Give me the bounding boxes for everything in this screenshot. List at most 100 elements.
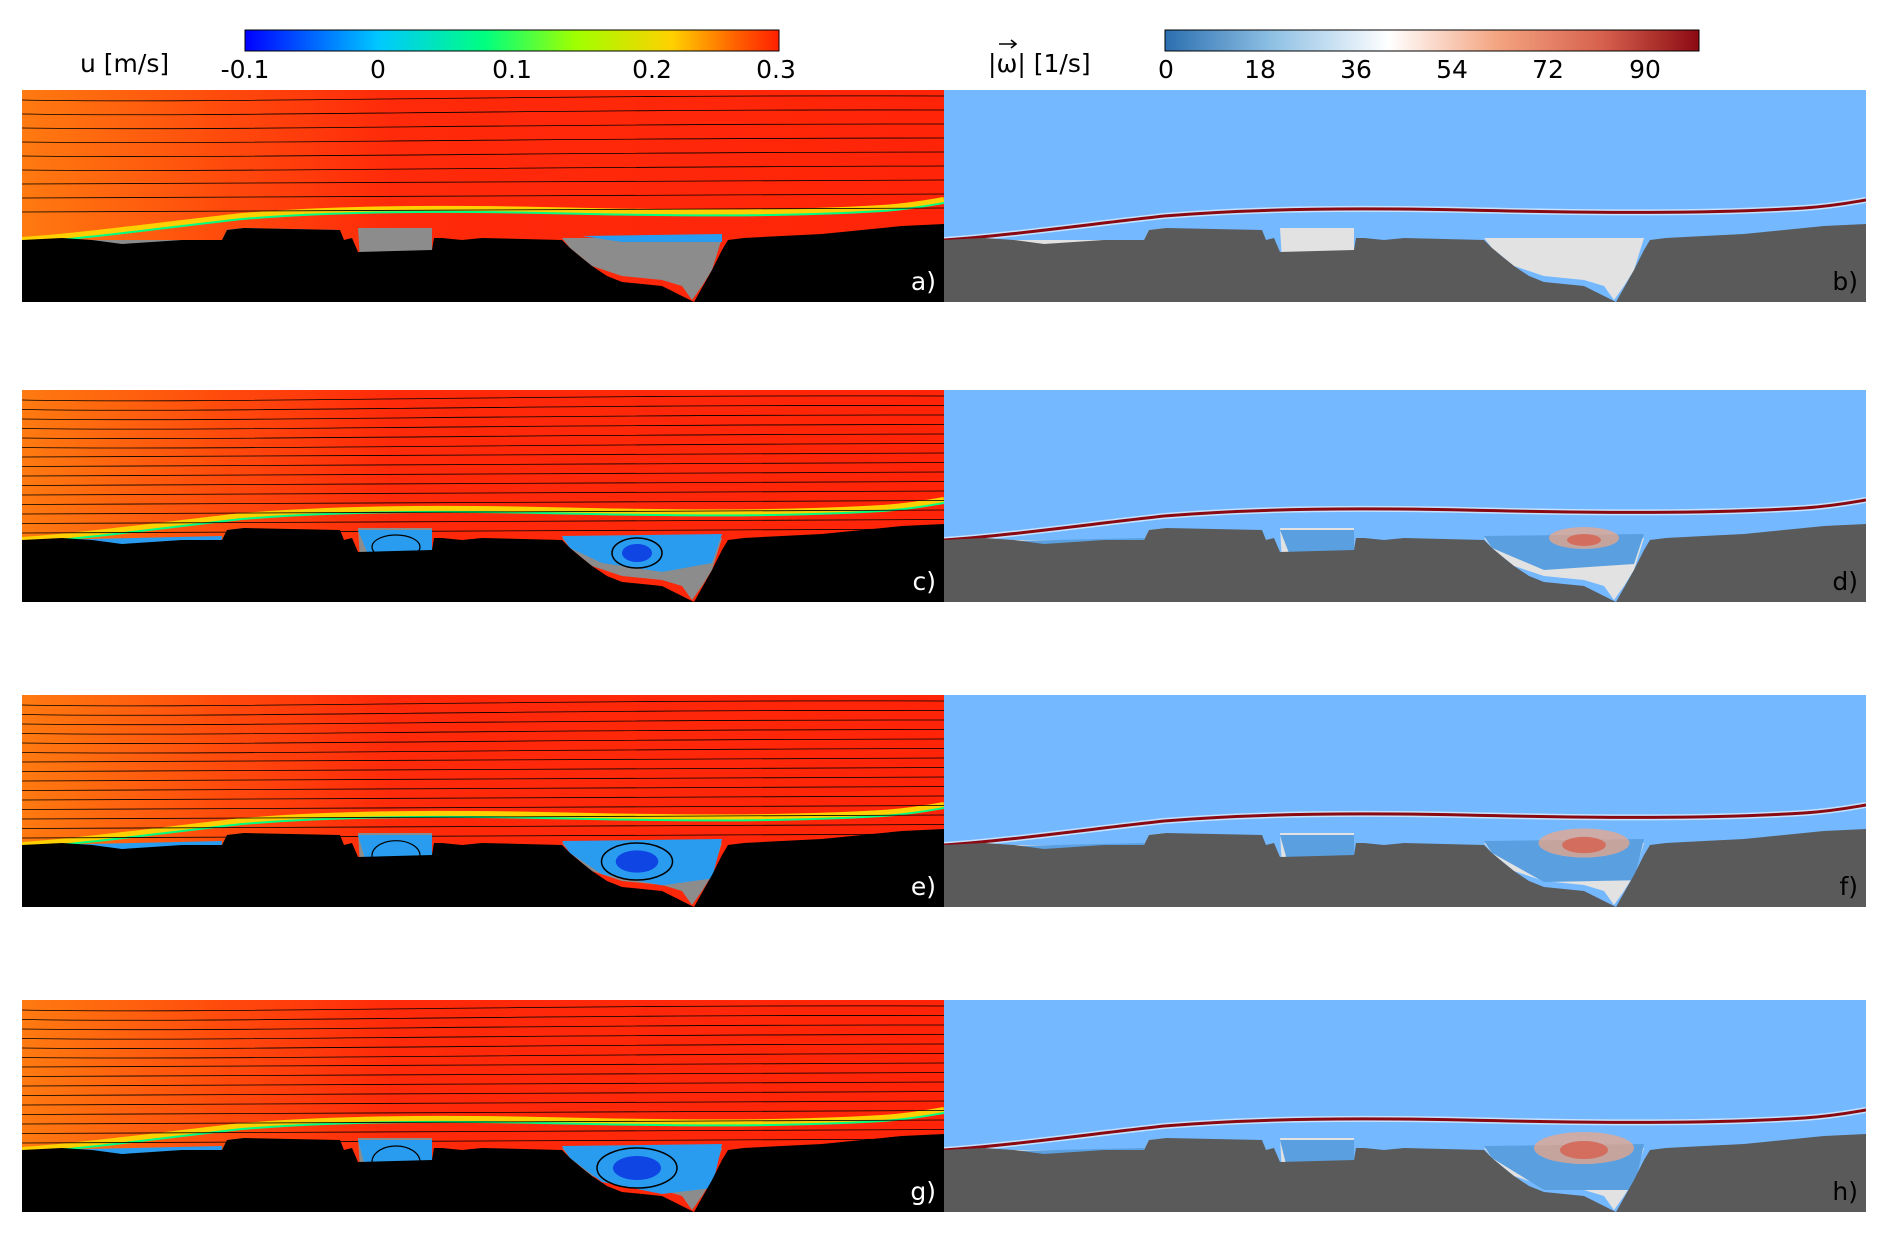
streamline	[22, 1024, 944, 1031]
velocity-colorbar: u [m/s] -0.1 0 0.1 0.2 0.3	[80, 29, 796, 84]
vorticity-tick: 54	[1436, 55, 1468, 84]
streamline	[22, 123, 944, 130]
gravel-bed	[1616, 829, 1866, 907]
velocity-tick: 0	[370, 55, 386, 84]
panel-e: e)	[22, 695, 944, 907]
streamline	[22, 433, 944, 439]
vortex-core	[611, 537, 663, 569]
vortex-patch	[1560, 1141, 1608, 1159]
vortex-patch	[1567, 534, 1601, 546]
vorticity-label-suffix: | [1/s]	[1017, 49, 1090, 78]
streamline	[22, 738, 944, 744]
vorticity-colorbar: |ω| [1/s] 0 18 36 54 72 90	[988, 29, 1700, 84]
shear-layer	[22, 497, 944, 543]
velocity-tick: 0.1	[492, 55, 532, 84]
panel-label: h)	[1832, 1177, 1858, 1206]
streamline	[22, 137, 944, 144]
panel-a: a)	[22, 90, 944, 302]
panel-f: f)	[944, 695, 1866, 907]
gravel-bed	[694, 224, 944, 302]
gravel-bed	[22, 228, 694, 302]
panel-label: b)	[1832, 267, 1858, 296]
vorticity-tick: 72	[1532, 55, 1564, 84]
gravel-bed	[1616, 224, 1866, 302]
vorticity-tick: 18	[1244, 55, 1276, 84]
panel-label: f)	[1839, 872, 1858, 901]
velocity-colorbar-label: u [m/s]	[80, 49, 169, 78]
vector-arrow-icon	[999, 39, 1018, 49]
streamline	[22, 424, 944, 430]
panel-label: d)	[1832, 567, 1858, 596]
vorticity-tick: 90	[1629, 55, 1661, 84]
streamline	[22, 1053, 944, 1059]
velocity-colorbar-gradient	[244, 29, 780, 52]
recirculation-zone	[358, 530, 432, 552]
gravel-bed	[944, 1138, 1616, 1212]
streamline	[22, 729, 944, 735]
vorticity-label-prefix: |	[988, 49, 996, 78]
shear-layer	[22, 1107, 944, 1153]
vorticity-tick: 36	[1340, 55, 1372, 84]
gravel-bed	[22, 833, 694, 907]
panel-d: d)	[944, 390, 1866, 602]
streamline	[22, 748, 944, 754]
vortex-patch	[1562, 836, 1606, 854]
streamline	[22, 700, 944, 707]
vortex-center	[622, 544, 652, 562]
shear-layer-inner	[22, 502, 944, 544]
gravel-bed	[694, 829, 944, 907]
panel-b: b)	[944, 90, 1866, 302]
vortex-center	[615, 850, 659, 873]
streamline	[22, 405, 944, 411]
omega-symbol: ω	[996, 49, 1017, 78]
panel-grid: a) b) c) d) e) f) g) h)	[22, 90, 1866, 1212]
vorticity-colorbar-gradient	[1164, 29, 1700, 52]
vortex-core	[600, 842, 674, 881]
vorticity-tick: 0	[1158, 55, 1174, 84]
streamline	[22, 165, 944, 171]
streamline	[22, 95, 944, 102]
gravel-bed	[944, 228, 1616, 302]
panel-label: g)	[910, 1177, 936, 1206]
gravel-bed	[1616, 524, 1866, 602]
streamline	[22, 1043, 944, 1049]
vorticity-colorbar-label: |ω| [1/s]	[988, 49, 1091, 78]
recirculation-zone	[582, 234, 722, 242]
panel-label: e)	[911, 872, 936, 901]
panel-g: g)	[22, 1000, 944, 1212]
streamline	[22, 1015, 944, 1021]
streamline	[22, 1034, 944, 1040]
shear-layer	[944, 498, 1866, 542]
velocity-tick: -0.1	[221, 55, 270, 84]
gravel-bed	[694, 524, 944, 602]
gravel-bed	[1616, 1134, 1866, 1212]
shear-layer-inner	[22, 1112, 944, 1154]
velocity-tick: 0.3	[756, 55, 796, 84]
shear-layer	[944, 803, 1866, 847]
vortex-core	[596, 1147, 678, 1189]
velocity-tick: 0.2	[632, 55, 672, 84]
shear-layer	[944, 1108, 1866, 1152]
panel-label: c)	[913, 567, 937, 596]
panel-c: c)	[22, 390, 944, 602]
streamline	[22, 414, 944, 421]
streamline	[22, 443, 944, 449]
streamline	[22, 1005, 944, 1012]
shear-layer-inner	[22, 807, 944, 849]
streamline	[22, 710, 944, 716]
gravel-bed	[694, 1134, 944, 1212]
gravel-bed	[944, 833, 1616, 907]
panel-h: h)	[944, 1000, 1866, 1212]
gravel-bed	[944, 528, 1616, 602]
streamline	[22, 151, 944, 157]
shear-layer	[22, 802, 944, 848]
vortex-center	[613, 1156, 661, 1180]
streamline	[22, 719, 944, 726]
cavity-vorticity	[1280, 530, 1354, 553]
shear-layer-inner	[22, 202, 944, 244]
panel-label: a)	[911, 267, 936, 296]
streamline	[22, 395, 944, 402]
shear-layer	[944, 198, 1866, 242]
streamline	[22, 109, 944, 116]
